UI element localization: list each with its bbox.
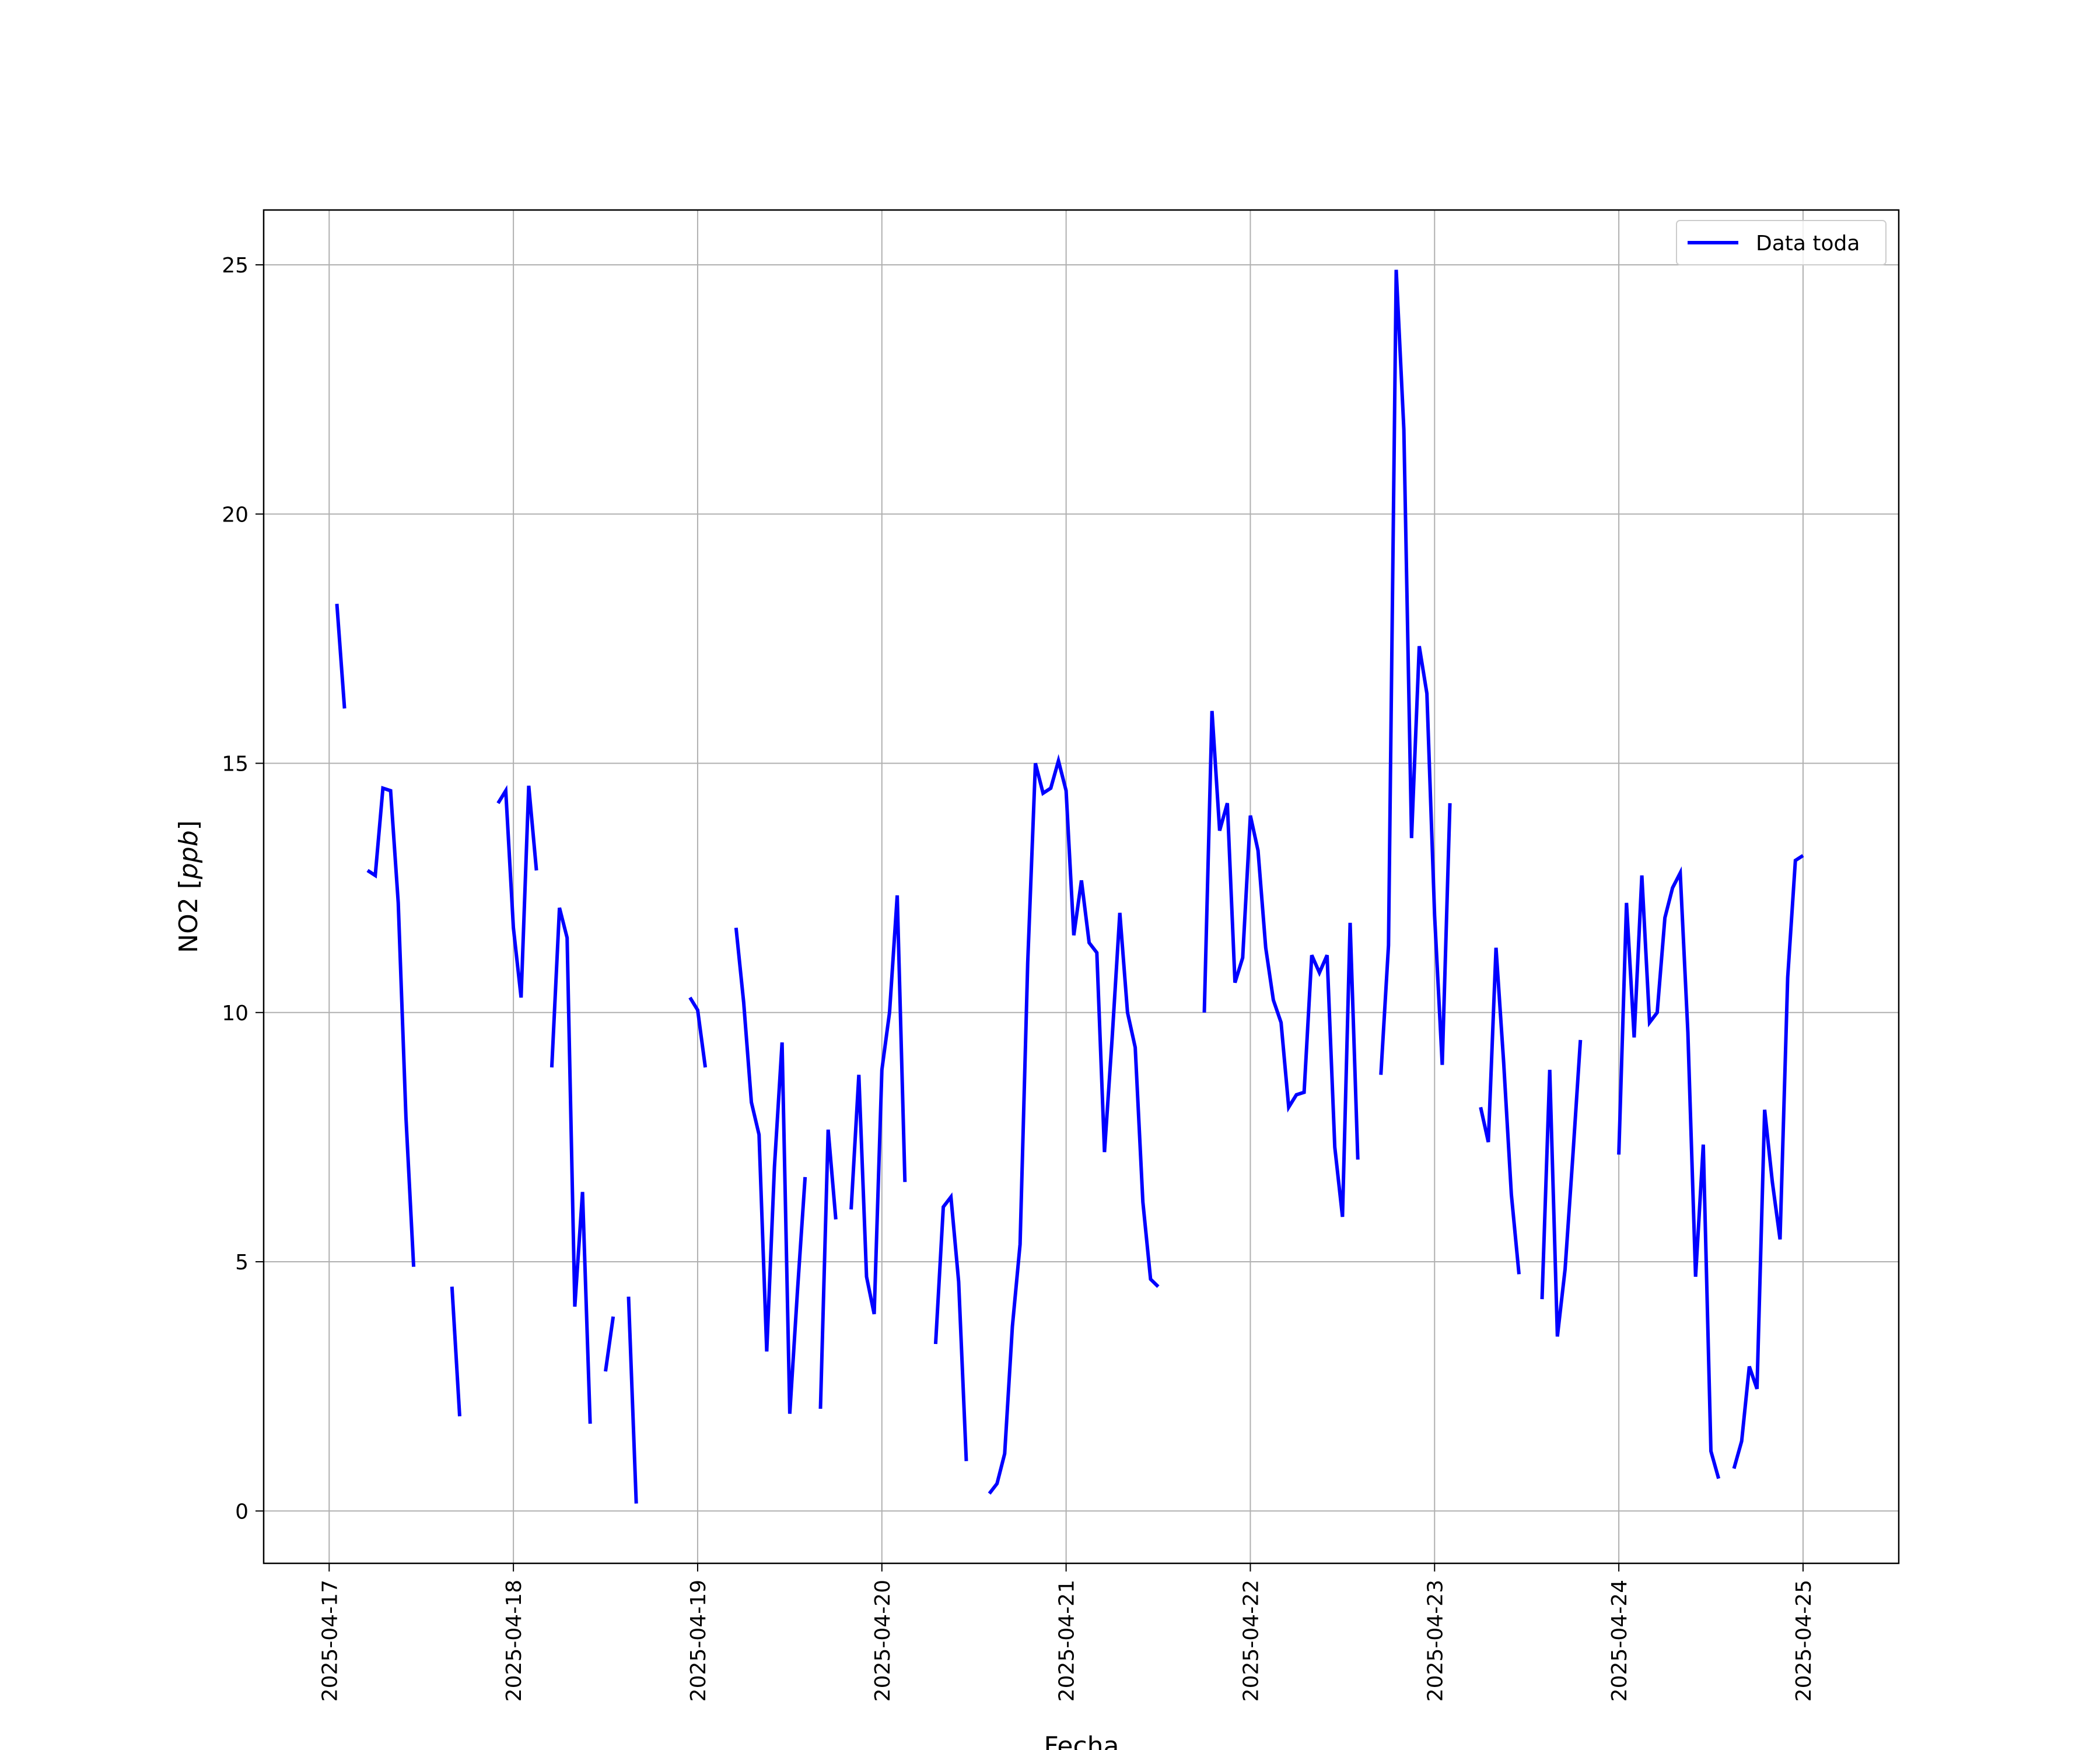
x-tick-label: 2025-04-17: [318, 1580, 342, 1702]
y-tick-label: 10: [222, 1002, 249, 1026]
y-axis-ticks: 0 5 10 15 20 25: [222, 254, 264, 1524]
series-segment: [626, 1296, 638, 1504]
y-axis-title-unit: ppb: [174, 830, 204, 880]
x-tick-label: 2025-04-23: [1423, 1580, 1447, 1702]
legend: Data toda: [1676, 220, 1887, 265]
series-segment: [988, 754, 1160, 1495]
series-segment: [1732, 854, 1804, 1469]
series-segment: [849, 895, 907, 1315]
y-axis-title: NO2 [ppb]: [174, 820, 204, 953]
series-segment: [550, 907, 592, 1424]
x-axis-ticks: 2025-04-17 2025-04-18 2025-04-19 2025-04-20…: [318, 1563, 1816, 1702]
series-segment: [366, 786, 416, 1267]
y-tick-label: 0: [235, 1500, 249, 1524]
series-segment: [450, 1286, 461, 1417]
series-segment: [1540, 1040, 1583, 1337]
series-segment: [818, 1129, 838, 1409]
series-segment: [688, 996, 708, 1068]
y-axis-title-prefix: NO2 [: [174, 879, 204, 953]
plot-area-frame: [262, 209, 1900, 1564]
x-tick-label: 2025-04-24: [1608, 1580, 1632, 1702]
series-segment: [496, 785, 538, 998]
y-tick-label: 15: [222, 752, 249, 776]
series-segment: [933, 1192, 968, 1461]
x-tick-label: 2025-04-19: [687, 1580, 710, 1702]
x-tick-label: 2025-04-22: [1239, 1580, 1263, 1702]
x-axis-title: Fecha: [1044, 1731, 1119, 1750]
x-tick-label: 2025-04-25: [1792, 1580, 1816, 1702]
y-tick-label: 20: [222, 503, 249, 527]
y-tick-label: 5: [235, 1251, 249, 1275]
series-segment: [1479, 947, 1521, 1275]
legend-box: [1676, 220, 1887, 265]
y-axis-title-suffix: ]: [174, 820, 204, 830]
x-tick-label: 2025-04-20: [871, 1580, 895, 1702]
grid-lines: [264, 210, 1899, 1563]
series-segment: [604, 1316, 615, 1372]
series-lines: [335, 270, 1804, 1504]
series-segment: [1202, 710, 1360, 1217]
series-segment: [734, 928, 807, 1414]
series-segment: [335, 603, 346, 709]
x-tick-label: 2025-04-21: [1055, 1580, 1079, 1702]
legend-label-data-toda: Data toda: [1756, 232, 1860, 256]
y-tick-label: 25: [222, 254, 249, 278]
x-tick-label: 2025-04-18: [502, 1580, 526, 1702]
series-segment: [1379, 270, 1452, 1075]
series-segment: [1617, 866, 1721, 1479]
